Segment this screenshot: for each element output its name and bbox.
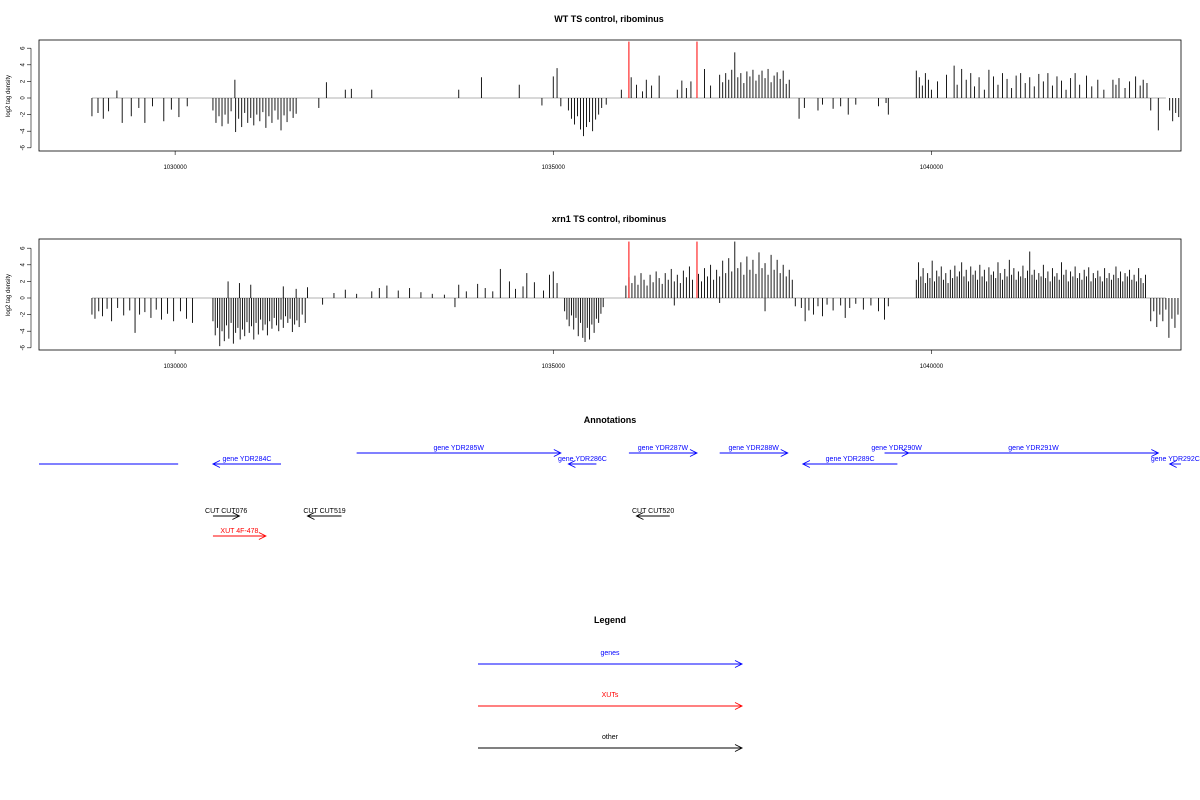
legend-arrow-head bbox=[734, 744, 744, 752]
annotation-feature: gene YDR288W bbox=[719, 445, 789, 457]
x-tick-label: 1040000 bbox=[920, 364, 944, 370]
feature-label: gene YDR285W bbox=[434, 445, 485, 452]
legend-label: XUTs bbox=[602, 692, 619, 699]
annotation-feature: CUT CUT519 bbox=[303, 508, 346, 520]
feature-label: gene YDR292C bbox=[1151, 456, 1200, 463]
y-tick-label: -4 bbox=[21, 128, 27, 134]
feature-label: gene YDR288W bbox=[728, 445, 779, 452]
x-tick-label: 1030000 bbox=[163, 364, 187, 370]
panel-xrn1-x-axis: 1030000 1035000 1040000 bbox=[163, 350, 944, 370]
annotation-features: gene YDR284C gene YDR285W gene YDR286C gene… bbox=[39, 445, 1200, 540]
y-tick-label: 4 bbox=[21, 62, 27, 66]
x-tick-label: 1035000 bbox=[542, 165, 566, 171]
panel-wt-title: WT TS control, ribominus bbox=[554, 14, 664, 24]
panel-wt-y-axis: 6 4 2 0 -2 -4 -6 bbox=[21, 46, 32, 150]
x-tick-label: 1040000 bbox=[920, 165, 944, 171]
feature-label: gene YDR290W bbox=[871, 445, 922, 452]
feature-label: gene YDR284C bbox=[223, 456, 272, 463]
panel-xrn1-title: xrn1 TS control, ribominus bbox=[552, 214, 667, 224]
legend-arrow-head bbox=[734, 702, 744, 710]
feature-label: gene YDR289C bbox=[826, 456, 875, 463]
panel-xrn1-ylabel: log2 tag density bbox=[6, 274, 12, 316]
feature-arrow-head bbox=[211, 460, 221, 468]
feature-arrow-head bbox=[306, 512, 315, 520]
panel-wt-bars bbox=[91, 41, 1180, 137]
y-tick-label: 6 bbox=[21, 246, 27, 250]
feature-label: CUT CUT076 bbox=[205, 508, 247, 515]
feature-label: XUT 4F-478 bbox=[220, 528, 258, 535]
feature-arrow-head bbox=[232, 512, 241, 520]
annotation-feature: gene YDR289C bbox=[801, 456, 898, 468]
y-tick-label: 2 bbox=[21, 79, 27, 83]
legend-item: other bbox=[478, 734, 744, 752]
annotation-feature: gene YDR291W bbox=[908, 445, 1160, 457]
panel-xrn1-bars bbox=[91, 241, 1179, 347]
feature-arrow-head bbox=[553, 449, 562, 457]
panel-xrn1-y-axis: 6 4 2 0 -2 -4 -6 bbox=[21, 246, 32, 350]
feature-label: gene YDR286C bbox=[558, 456, 607, 463]
y-tick-label: 0 bbox=[21, 296, 27, 300]
panel-wt-ylabel: log2 tag density bbox=[6, 75, 12, 117]
legend-arrow-head bbox=[734, 660, 744, 668]
panel-xrn1: xrn1 TS control, ribominus log2 tag dens… bbox=[6, 214, 1182, 370]
y-tick-label: 0 bbox=[21, 96, 27, 100]
annotation-feature: gene YDR284C bbox=[211, 456, 282, 468]
feature-arrow-head bbox=[635, 512, 644, 520]
feature-arrow-head bbox=[780, 449, 789, 457]
legend-panel: Legend genes XUTs other bbox=[478, 615, 744, 752]
annotation-feature: CUT CUT520 bbox=[632, 508, 674, 520]
y-tick-label: 6 bbox=[21, 46, 27, 50]
feature-label: gene YDR291W bbox=[1008, 445, 1059, 452]
feature-label: CUT CUT520 bbox=[632, 508, 674, 515]
annotation-feature: gene YDR287W bbox=[628, 445, 698, 457]
y-tick-label: -4 bbox=[21, 328, 27, 334]
feature-label: CUT CUT519 bbox=[303, 508, 345, 515]
y-tick-label: 4 bbox=[21, 262, 27, 266]
annotation-feature: CUT CUT076 bbox=[205, 508, 247, 520]
x-tick-label: 1035000 bbox=[542, 364, 566, 370]
annotations-title: Annotations bbox=[584, 415, 637, 425]
annotation-feature: gene YDR285W bbox=[356, 445, 562, 457]
feature-arrow-head bbox=[1168, 460, 1177, 468]
panel-xrn1-frame bbox=[38, 238, 1182, 351]
feature-arrow-head bbox=[801, 460, 811, 468]
legend-items: genes XUTs other bbox=[478, 650, 744, 752]
legend-title: Legend bbox=[594, 615, 626, 625]
feature-arrow-head bbox=[689, 449, 698, 457]
legend-item: XUTs bbox=[478, 692, 744, 710]
y-tick-label: -2 bbox=[21, 311, 27, 317]
legend-label: genes bbox=[600, 650, 620, 657]
feature-arrow-head bbox=[1151, 449, 1160, 457]
y-tick-label: 2 bbox=[21, 279, 27, 283]
y-tick-label: -2 bbox=[21, 111, 27, 117]
annotation-feature: gene YDR286C bbox=[558, 456, 607, 468]
feature-label: gene YDR287W bbox=[638, 445, 689, 452]
annotation-feature: gene YDR292C bbox=[1151, 456, 1200, 468]
annotation-feature: gene YDR290W bbox=[871, 445, 922, 457]
feature-arrow-head bbox=[567, 460, 576, 468]
panel-wt: WT TS control, ribominus log2 tag densit… bbox=[6, 14, 1182, 171]
legend-item: genes bbox=[478, 650, 744, 668]
feature-arrow-head bbox=[258, 532, 267, 540]
y-tick-label: -6 bbox=[21, 144, 27, 150]
panel-wt-frame bbox=[38, 39, 1182, 152]
y-tick-label: -6 bbox=[21, 344, 27, 350]
legend-label: other bbox=[602, 734, 619, 741]
annotation-feature: XUT 4F-478 bbox=[212, 528, 267, 540]
x-tick-label: 1030000 bbox=[163, 165, 187, 171]
panel-wt-x-axis: 1030000 1035000 1040000 bbox=[163, 151, 944, 171]
